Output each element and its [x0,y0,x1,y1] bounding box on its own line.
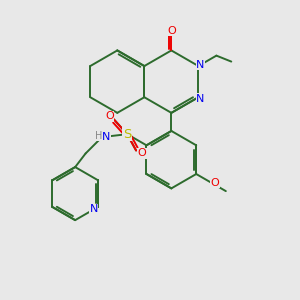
Text: O: O [211,178,220,188]
Text: S: S [123,128,131,141]
Text: N: N [196,59,205,70]
Text: N: N [102,132,111,142]
Text: O: O [105,111,114,121]
Text: O: O [167,26,176,35]
Text: H: H [95,130,102,141]
Text: N: N [196,94,205,104]
Text: N: N [89,204,98,214]
Text: O: O [138,148,146,158]
